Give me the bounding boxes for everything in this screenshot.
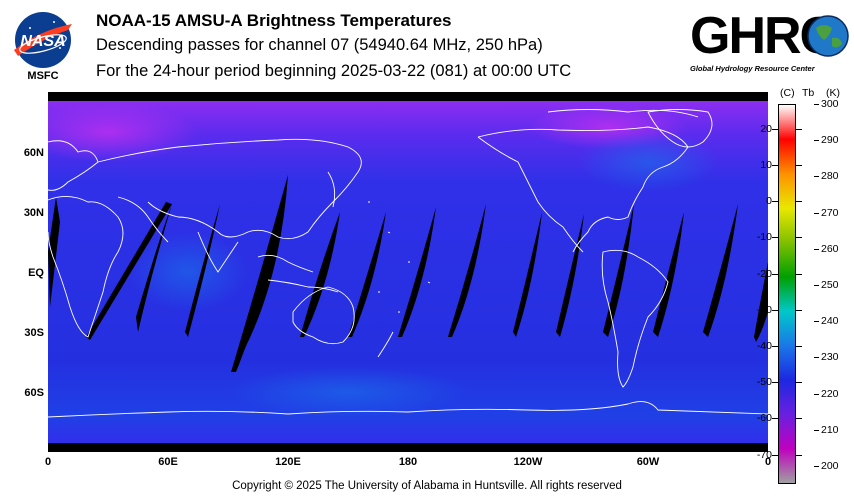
subtitle-period: For the 24-hour period beginning 2025-03…	[96, 62, 572, 80]
colorbar-tick	[796, 382, 802, 384]
colorbar-celsius-label: 0	[766, 195, 772, 208]
polar-warm-patch	[48, 102, 198, 162]
coastlines	[48, 109, 768, 418]
colorbar-tick	[772, 237, 778, 239]
colorbar-tick	[814, 284, 819, 286]
colorbar-kelvin-label: 220	[821, 387, 839, 400]
subtitle-channel: Descending passes for channel 07 (54940.…	[96, 36, 543, 54]
colorbar-kelvin-label: 230	[821, 351, 839, 364]
colorbar-kelvin-label: 200	[821, 459, 839, 472]
colorbar-celsius-label: 20	[760, 122, 772, 135]
colorbar-tick	[796, 273, 802, 275]
nasa-text: NASA	[20, 33, 65, 50]
colorbar-kelvin-label: 280	[821, 170, 839, 183]
colorbar-tick	[814, 357, 819, 359]
cool-patch	[578, 132, 718, 192]
lat-label: 30S	[24, 327, 44, 339]
colorbar-celsius-label: -20	[756, 267, 772, 280]
brightness-temperature-map	[48, 92, 768, 452]
orbit-gaps	[48, 175, 768, 372]
colorbar-celsius-label: -70	[756, 448, 772, 461]
colorbar-tick	[814, 393, 819, 395]
lat-label: 60S	[24, 387, 44, 399]
colorbar-tick	[796, 201, 802, 203]
colorbar-tick	[772, 345, 778, 347]
colorbar-kelvin-label: 260	[821, 242, 839, 255]
colorbar-tick	[772, 309, 778, 311]
colorbar	[778, 104, 796, 484]
colorbar-tick	[814, 248, 819, 250]
colorbar-celsius-label: -50	[756, 376, 772, 389]
colorbar-kelvin-label: 300	[821, 98, 839, 110]
msfc-label: MSFC	[27, 70, 59, 82]
colorbar-tick	[772, 454, 778, 456]
colorbar-kelvin-label: 250	[821, 278, 839, 291]
lon-label: 120W	[513, 456, 543, 468]
lon-label: 0	[764, 456, 772, 468]
colorbar-tick	[772, 201, 778, 203]
colorbar-unit-k: (K)	[826, 87, 840, 99]
colorbar-tick	[772, 418, 778, 420]
lat-label: 30N	[23, 207, 44, 219]
no-data-band-bottom	[48, 443, 768, 452]
colorbar-unit-tb: Tb	[802, 87, 815, 99]
colorbar-tick	[796, 237, 802, 239]
colorbar-tick	[796, 128, 802, 130]
no-data-band-top	[48, 92, 768, 101]
ghrc-tagline: Global Hydrology Resource Center	[690, 64, 815, 73]
colorbar-kelvin-label: 240	[821, 315, 839, 328]
colorbar-tick	[814, 140, 819, 142]
colorbar-celsius-label: -10	[756, 231, 772, 244]
page-title: NOAA-15 AMSU-A Brightness Temperatures	[96, 11, 452, 30]
colorbar-tick	[796, 418, 802, 420]
colorbar-tick	[814, 321, 819, 323]
colorbar-tick	[796, 454, 802, 456]
colorbar-celsius-label: -40	[756, 339, 772, 352]
colorbar-tick	[814, 429, 819, 431]
colorbar-tick	[772, 164, 778, 166]
lon-label: 180	[398, 456, 418, 468]
globe-icon	[807, 15, 849, 57]
colorbar-tick	[772, 273, 778, 275]
colorbar-tick	[772, 382, 778, 384]
lat-label: 60N	[23, 147, 44, 159]
colorbar-tick	[796, 309, 802, 311]
cool-patch	[228, 367, 468, 417]
lat-label: EQ	[28, 267, 44, 279]
colorbar-celsius-label: -30	[756, 303, 772, 316]
colorbar-tick	[814, 465, 819, 467]
colorbar-kelvin-label: 290	[821, 134, 839, 147]
colorbar-celsius-label: 10	[760, 158, 772, 171]
colorbar-tick	[814, 176, 819, 178]
nasa-meatball-icon: NASA	[14, 12, 72, 68]
colorbar-tick	[814, 104, 819, 105]
colorbar-kelvin-label: 210	[821, 423, 839, 436]
lon-label: 0	[44, 456, 52, 468]
colorbar-celsius-label: -60	[756, 412, 772, 425]
colorbar-kelvin-label: 270	[821, 206, 839, 219]
lon-label: 60W	[636, 456, 660, 468]
colorbar-tick	[814, 212, 819, 214]
colorbar-tick	[772, 128, 778, 130]
lon-label: 120E	[275, 456, 301, 468]
copyright-notice: Copyright © 2025 The University of Alaba…	[232, 480, 622, 492]
lon-label: 60E	[158, 456, 178, 468]
colorbar-unit-c: (C)	[780, 87, 795, 99]
colorbar-tick	[796, 164, 802, 166]
colorbar-tick	[796, 345, 802, 347]
